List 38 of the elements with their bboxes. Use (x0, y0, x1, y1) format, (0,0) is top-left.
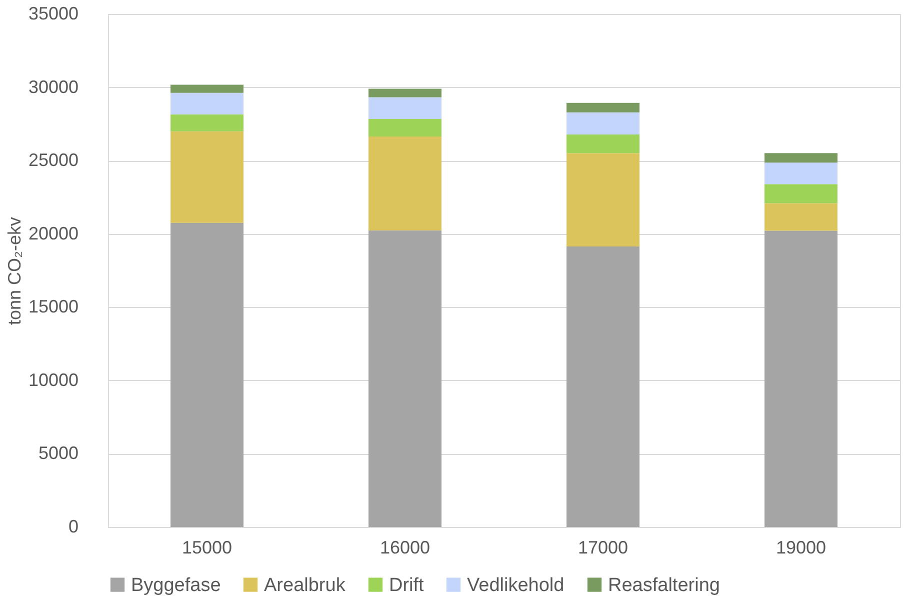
bar (566, 134, 640, 154)
y-tick-label: 0 (68, 516, 78, 536)
x-tick-label: 17000 (578, 538, 628, 558)
y-tick-label: 20000 (28, 223, 78, 244)
bar (368, 88, 442, 98)
legend-label: Byggefase (131, 574, 221, 596)
y-tick-label: 30000 (28, 76, 78, 97)
bar (566, 112, 640, 134)
bar (764, 230, 838, 527)
bar (368, 136, 442, 230)
bar (764, 203, 838, 231)
x-tick-label: 19000 (776, 538, 826, 558)
legend-label: Vedlikehold (467, 574, 564, 596)
bar (170, 84, 244, 93)
bar (170, 131, 244, 223)
bar (566, 246, 640, 527)
bar (368, 118, 442, 137)
bar (764, 184, 838, 204)
bar (170, 92, 244, 114)
y-tick-label: 5000 (38, 443, 78, 464)
y-tick-label: 35000 (28, 4, 78, 24)
bar (368, 230, 442, 527)
bar (764, 162, 838, 184)
bar (170, 222, 244, 527)
bar (368, 97, 442, 119)
y-tick-label: 25000 (28, 150, 78, 170)
legend-label: Reasfaltering (608, 574, 720, 596)
x-tick-label: 15000 (182, 538, 232, 558)
y-axis-title: tonn CO₂-ekv (4, 216, 24, 326)
legend-label: Arealbruk (264, 574, 346, 596)
bar (566, 153, 640, 246)
x-tick-label: 16000 (380, 538, 430, 558)
y-tick-label: 15000 (28, 296, 78, 317)
bar (566, 102, 640, 112)
y-tick-label: 10000 (28, 370, 78, 390)
bar (764, 153, 838, 163)
bar (170, 114, 244, 132)
legend-label: Drift (389, 574, 425, 596)
